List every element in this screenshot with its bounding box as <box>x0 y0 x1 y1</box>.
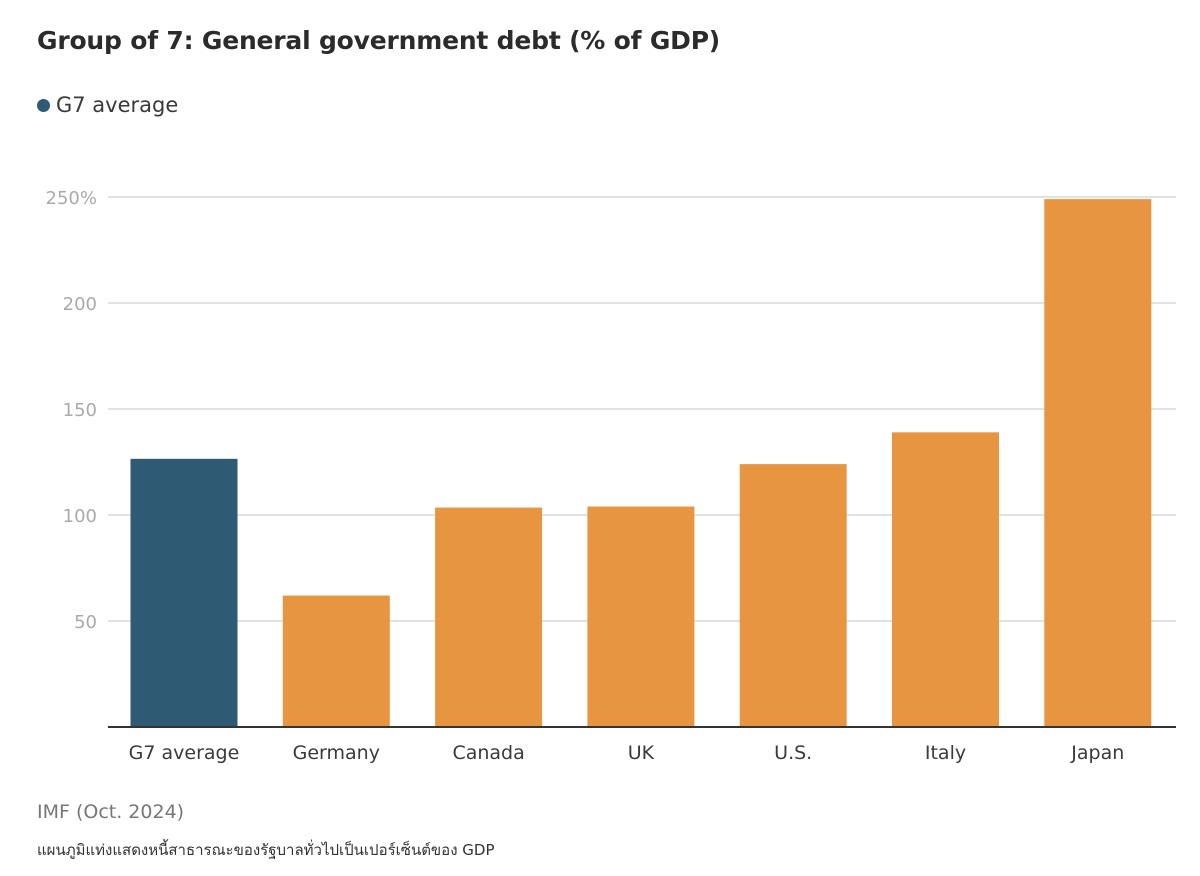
bars <box>130 199 1152 727</box>
x-tick-label-u-s: U.S. <box>774 742 812 764</box>
bar-canada <box>435 507 543 727</box>
y-tick-label-50: 50 <box>74 612 97 633</box>
x-tick-label-germany: Germany <box>293 742 380 764</box>
y-axis-ticks: 50 100 150 200 250% <box>46 188 97 633</box>
bar-germany <box>282 595 390 727</box>
bar-chart: 50 100 150 200 250% G7 average Germany Canada U… <box>46 188 1176 764</box>
x-tick-label-japan: Japan <box>1070 742 1124 764</box>
bar-u-s <box>739 464 847 727</box>
legend-label-average: G7 average <box>56 93 179 117</box>
x-tick-label-canada: Canada <box>452 742 524 764</box>
y-tick-label-200: 200 <box>63 294 97 315</box>
x-tick-label-uk: UK <box>628 742 655 764</box>
y-tick-label-100: 100 <box>63 506 97 527</box>
bar-italy <box>892 432 999 727</box>
y-tick-label-150: 150 <box>63 400 97 421</box>
source-note: IMF (Oct. 2024) <box>37 801 185 823</box>
x-axis-labels: G7 average Germany Canada UK U.S. Italy Japan <box>129 742 1125 764</box>
legend: G7 average <box>37 93 178 117</box>
bar-g7-average <box>130 458 238 727</box>
chart-title: Group of 7: General government debt (% o… <box>37 26 721 55</box>
y-tick-label-250: 250% <box>46 188 97 209</box>
x-tick-label-italy: Italy <box>925 742 966 764</box>
bar-japan <box>1044 199 1152 727</box>
legend-swatch-average <box>37 98 50 112</box>
x-tick-label-g7-average: G7 average <box>129 742 240 764</box>
bar-uk <box>587 506 695 727</box>
chart-caption: แผนภูมิแท่งแสดงหนี้สาธารณะของรัฐบาลทั่วไ… <box>37 841 495 859</box>
